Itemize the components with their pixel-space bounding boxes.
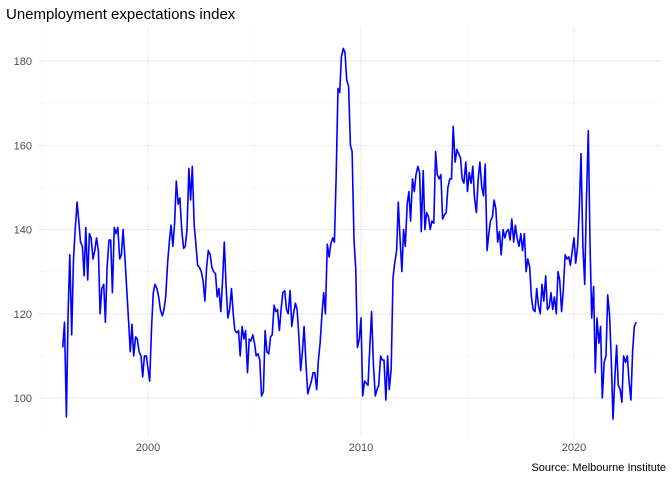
y-tick-label: 140 [14, 225, 32, 237]
y-axis-tick-labels: 100 120 140 160 180 [14, 56, 32, 405]
x-tick-label: 2020 [562, 442, 586, 454]
y-tick-label: 120 [14, 309, 32, 321]
unemployment-expectations-line [62, 47, 637, 420]
minor-gridlines [38, 26, 662, 436]
source-caption: Source: Melbourne Institute [531, 462, 666, 474]
y-tick-label: 160 [14, 140, 32, 152]
x-tick-label: 2000 [136, 442, 160, 454]
y-tick-label: 100 [14, 393, 32, 405]
chart-title: Unemployment expectations index [6, 6, 236, 23]
y-tick-label: 180 [14, 56, 32, 68]
x-axis-tick-labels: 2000 2010 2020 [136, 442, 586, 454]
major-gridlines [38, 26, 662, 436]
x-tick-label: 2010 [349, 442, 373, 454]
